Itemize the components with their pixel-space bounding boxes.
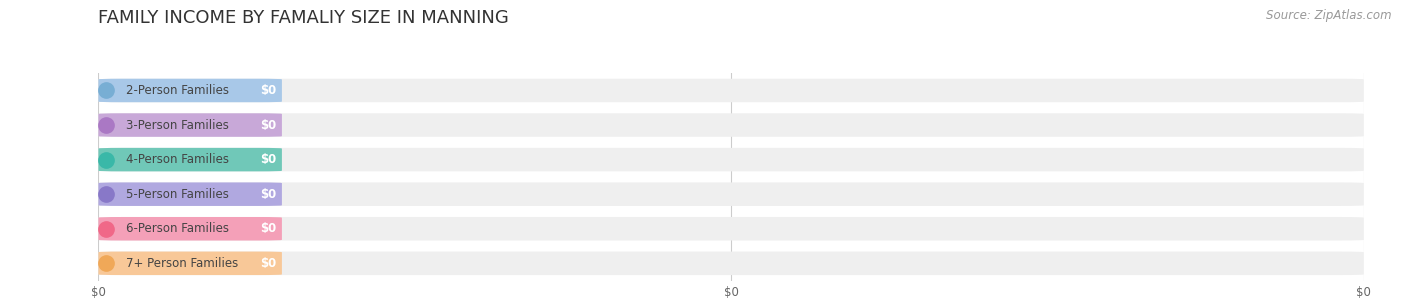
Text: 6-Person Families: 6-Person Families: [127, 222, 229, 235]
FancyBboxPatch shape: [98, 113, 281, 137]
FancyBboxPatch shape: [98, 252, 1364, 275]
Text: $0: $0: [260, 222, 277, 235]
Text: $0: $0: [260, 119, 277, 131]
FancyBboxPatch shape: [98, 182, 281, 206]
Text: 2-Person Families: 2-Person Families: [127, 84, 229, 97]
Text: Source: ZipAtlas.com: Source: ZipAtlas.com: [1267, 9, 1392, 22]
FancyBboxPatch shape: [98, 217, 281, 241]
Text: 4-Person Families: 4-Person Families: [127, 153, 229, 166]
Text: $0: $0: [260, 188, 277, 201]
FancyBboxPatch shape: [98, 79, 281, 102]
FancyBboxPatch shape: [98, 148, 281, 171]
FancyBboxPatch shape: [98, 79, 1364, 102]
FancyBboxPatch shape: [98, 148, 1364, 171]
FancyBboxPatch shape: [98, 182, 1364, 206]
Text: 5-Person Families: 5-Person Families: [127, 188, 229, 201]
FancyBboxPatch shape: [98, 217, 1364, 241]
Text: $0: $0: [260, 153, 277, 166]
Text: $0: $0: [260, 84, 277, 97]
Text: $0: $0: [260, 257, 277, 270]
FancyBboxPatch shape: [98, 252, 281, 275]
Text: 7+ Person Families: 7+ Person Families: [127, 257, 239, 270]
FancyBboxPatch shape: [98, 113, 1364, 137]
Text: FAMILY INCOME BY FAMALIY SIZE IN MANNING: FAMILY INCOME BY FAMALIY SIZE IN MANNING: [98, 9, 509, 27]
Text: 3-Person Families: 3-Person Families: [127, 119, 229, 131]
